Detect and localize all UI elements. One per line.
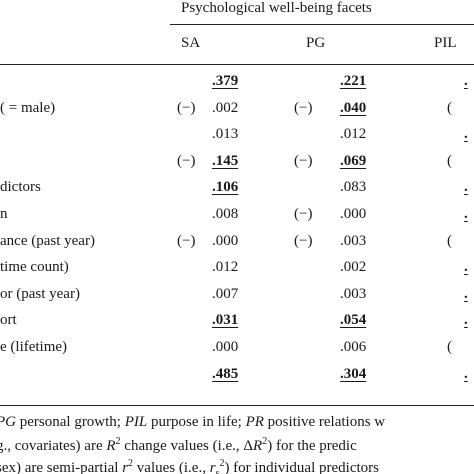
cell-sign-sa: (−): [177, 232, 196, 249]
cell-value-pil: .: [464, 365, 468, 382]
table-row: ort .031 .054.: [0, 312, 474, 338]
cell-value-sa: .485: [212, 365, 239, 382]
row-label: time count): [0, 259, 69, 276]
cell-sign-pg: (−): [294, 99, 313, 116]
cell-value-pg: .002: [340, 259, 367, 276]
cell-value-pil: .: [464, 259, 468, 276]
cell-value-pg: .083: [340, 179, 367, 196]
row-label: ort: [0, 312, 17, 329]
cell-value-pil: .: [464, 206, 468, 222]
cell-value-pil: .: [464, 312, 468, 329]
cell-value-sa: .031: [212, 312, 239, 329]
table-row: n .008 (−) .000.: [0, 206, 474, 232]
table-row: or (past year) .007 .003.: [0, 286, 474, 312]
footnote-line-3: sex) are semi-partial r2 values (i.e., r…: [0, 458, 379, 474]
cell-value-pg: .003: [340, 285, 367, 302]
table-row: .379 .221.: [0, 73, 474, 99]
cell-value-sa: .012: [212, 259, 239, 276]
cell-sign-pg: (−): [294, 152, 313, 169]
group-header: Psychological well-being facets: [181, 0, 372, 16]
cell-value-sa: .000: [212, 232, 239, 249]
cell-value-pg: .069: [340, 152, 367, 169]
row-label: ance (past year): [0, 232, 95, 249]
table-row: .013 .012.: [0, 126, 474, 152]
footnote-line-1: PG personal growth; PIL purpose in life;…: [0, 414, 386, 430]
cell-sign-sa: (−): [177, 152, 196, 169]
cell-value-sa: .106: [212, 179, 239, 196]
table-row: e (lifetime) .000 .006 (: [0, 339, 474, 365]
cell-sign-pil: (: [447, 232, 452, 249]
cell-value-sa: .008: [212, 206, 239, 222]
row-label: n: [0, 206, 8, 222]
cell-value-pg: .040: [340, 99, 367, 116]
row-label: e (lifetime): [0, 339, 68, 355]
cell-value-pg: .012: [340, 126, 367, 143]
column-header-pg: PG: [306, 35, 326, 51]
cell-value-pil: .: [464, 285, 468, 302]
table-bottom-rule: [0, 405, 474, 406]
cell-value-pg: .006: [340, 339, 367, 355]
table-row: time count) .012 .002.: [0, 259, 474, 285]
cell-value-sa: .000: [212, 339, 239, 355]
cell-sign-pil: (: [447, 339, 452, 355]
cell-value-pg: .304: [340, 365, 367, 382]
table-row: ( = male) (−) .002 (−) .040 (: [0, 100, 474, 126]
table-row: (−) .145 (−) .069 (: [0, 153, 474, 179]
cell-value-sa: .007: [212, 285, 239, 302]
cell-value-sa: .002: [212, 99, 239, 116]
cell-value-pg: .003: [340, 232, 367, 249]
header-rule: [170, 24, 474, 25]
cell-value-pil: .: [464, 179, 468, 196]
column-header-sa: SA: [181, 35, 201, 51]
table-row: ance (past year) (−) .000 (−) .003 (: [0, 233, 474, 259]
cell-sign-pg: (−): [294, 206, 313, 222]
cell-sign-sa: (−): [177, 99, 196, 116]
cell-value-pil: .: [464, 126, 468, 143]
cell-value-sa: .013: [212, 126, 239, 143]
cell-value-sa: .379: [212, 73, 239, 89]
cell-sign-pg: (−): [294, 232, 313, 249]
cell-sign-pil: (: [447, 99, 452, 116]
column-header-pil: PIL: [434, 35, 457, 51]
row-label: or (past year): [0, 285, 80, 302]
cell-value-sa: .145: [212, 152, 239, 169]
row-label: dictors: [0, 179, 41, 196]
table-row: .485 .304.: [0, 366, 474, 392]
cell-value-pg: .221: [340, 73, 367, 89]
cell-value-pil: .: [464, 73, 468, 89]
column-rule: [0, 64, 474, 65]
row-label: ( = male): [0, 99, 56, 116]
cell-value-pg: .054: [340, 312, 367, 329]
cell-value-pg: .000: [340, 206, 367, 222]
footnote-line-2: g., covariates) are R2 change values (i.…: [0, 436, 357, 454]
cell-sign-pil: (: [447, 152, 452, 169]
table-row: dictors .106 .083.: [0, 179, 474, 205]
